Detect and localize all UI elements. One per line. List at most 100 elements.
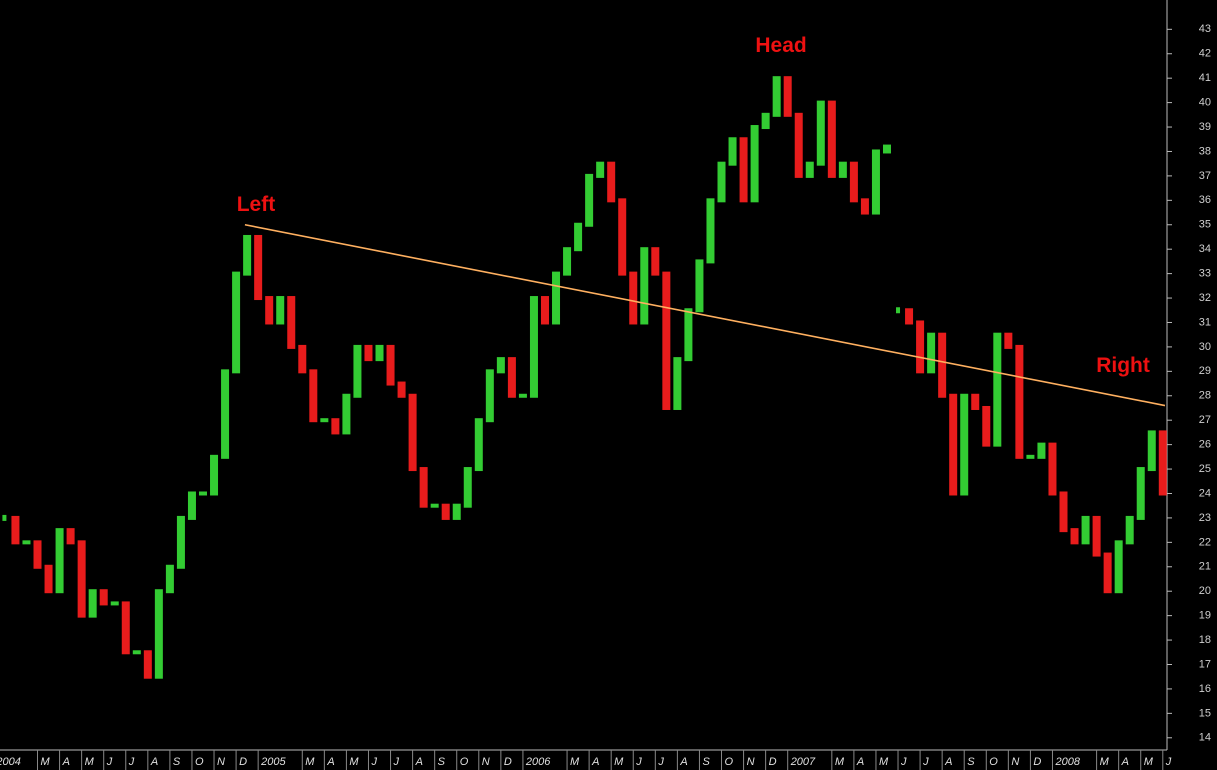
price-bar <box>761 112 770 130</box>
price-bar <box>265 296 274 325</box>
price-bar <box>11 515 20 545</box>
y-tick-label: 26 <box>1199 439 1211 451</box>
y-tick-label: 28 <box>1199 390 1211 402</box>
price-bar <box>960 393 969 496</box>
annotation: Right <box>1096 354 1150 377</box>
y-tick-label: 18 <box>1199 634 1211 646</box>
price-bar <box>132 650 141 655</box>
price-bar <box>563 247 572 276</box>
price-bar <box>695 259 704 313</box>
price-bar <box>165 564 174 594</box>
price-bar <box>938 332 947 398</box>
x-tick-label: M <box>41 756 51 768</box>
price-bar <box>794 112 803 178</box>
price-bar <box>1103 552 1112 594</box>
x-tick-label: O <box>725 756 734 768</box>
x-tick-label: A <box>679 756 687 768</box>
x-tick-label: A <box>591 756 599 768</box>
y-tick-label: 16 <box>1199 683 1211 695</box>
price-bar <box>430 503 439 508</box>
price-bar <box>276 296 285 325</box>
price-bar <box>607 161 616 203</box>
price-bar <box>77 540 86 618</box>
price-bar <box>629 271 638 325</box>
x-tick-label: M <box>835 756 845 768</box>
price-bar <box>739 137 748 203</box>
y-tick-label: 41 <box>1199 72 1211 84</box>
price-bar <box>342 393 351 435</box>
price-bar <box>750 125 759 203</box>
price-bar <box>838 161 847 178</box>
price-bar <box>2 514 7 521</box>
price-bar <box>485 369 494 423</box>
price-bar <box>1136 467 1145 520</box>
y-tick-label: 37 <box>1199 170 1211 182</box>
price-bar <box>386 344 395 386</box>
price-bar <box>728 137 737 166</box>
y-tick-label: 36 <box>1199 194 1211 206</box>
price-bar <box>33 540 42 569</box>
price-bar <box>805 161 814 178</box>
x-tick-label: A <box>150 756 158 768</box>
price-bar <box>143 650 152 679</box>
x-tick-label: M <box>570 756 580 768</box>
price-bar <box>552 271 561 325</box>
x-tick-label: J <box>657 756 664 768</box>
price-bar <box>1015 344 1024 459</box>
x-tick-label: J <box>922 756 929 768</box>
price-bar <box>298 344 307 374</box>
x-tick-label: A <box>1121 756 1129 768</box>
y-tick-label: 34 <box>1199 243 1211 255</box>
y-tick-label: 14 <box>1199 732 1211 744</box>
y-tick-label: 35 <box>1199 219 1211 231</box>
price-bar <box>441 503 450 520</box>
x-tick-label: N <box>217 756 225 768</box>
y-tick-label: 40 <box>1199 97 1211 109</box>
price-bar <box>949 393 958 496</box>
x-tick-label: A <box>62 756 70 768</box>
price-bar <box>596 161 605 178</box>
x-tick-label: 2004 <box>0 756 21 768</box>
annotation: Left <box>237 193 276 216</box>
x-tick-label: M <box>1144 756 1154 768</box>
x-tick-label: J <box>1165 756 1172 768</box>
price-bar <box>66 528 75 545</box>
x-tick-label: D <box>239 756 247 768</box>
price-bar <box>827 100 836 178</box>
price-bar <box>540 296 549 325</box>
y-tick-label: 21 <box>1199 561 1211 573</box>
price-bar <box>176 515 185 569</box>
y-tick-label: 33 <box>1199 268 1211 280</box>
price-bar <box>397 381 406 398</box>
price-bar <box>971 393 980 410</box>
price-bar <box>353 344 362 398</box>
y-tick-label: 20 <box>1199 585 1211 597</box>
price-bar <box>882 144 891 154</box>
x-tick-label: J <box>370 756 377 768</box>
x-tick-label: J <box>106 756 113 768</box>
y-tick-label: 17 <box>1199 658 1211 670</box>
price-bar <box>187 491 196 520</box>
price-bar <box>121 601 130 655</box>
price-bar <box>474 418 483 472</box>
price-bar <box>585 173 594 227</box>
price-bar <box>1092 515 1101 557</box>
price-bar <box>1004 332 1013 349</box>
price-bar <box>651 247 660 276</box>
price-bar <box>309 369 318 423</box>
price-bar <box>1081 515 1090 545</box>
y-tick-label: 19 <box>1199 610 1211 622</box>
y-tick-label: 15 <box>1199 707 1211 719</box>
x-tick-label: D <box>1033 756 1041 768</box>
price-bar <box>993 332 1002 447</box>
x-tick-label: J <box>128 756 135 768</box>
price-bar <box>529 296 538 398</box>
x-tick-label: 2008 <box>1054 756 1080 768</box>
price-bar <box>574 222 583 252</box>
x-tick-label: A <box>326 756 334 768</box>
x-tick-label: M <box>349 756 359 768</box>
price-bar <box>982 405 991 447</box>
x-tick-label: N <box>1011 756 1019 768</box>
